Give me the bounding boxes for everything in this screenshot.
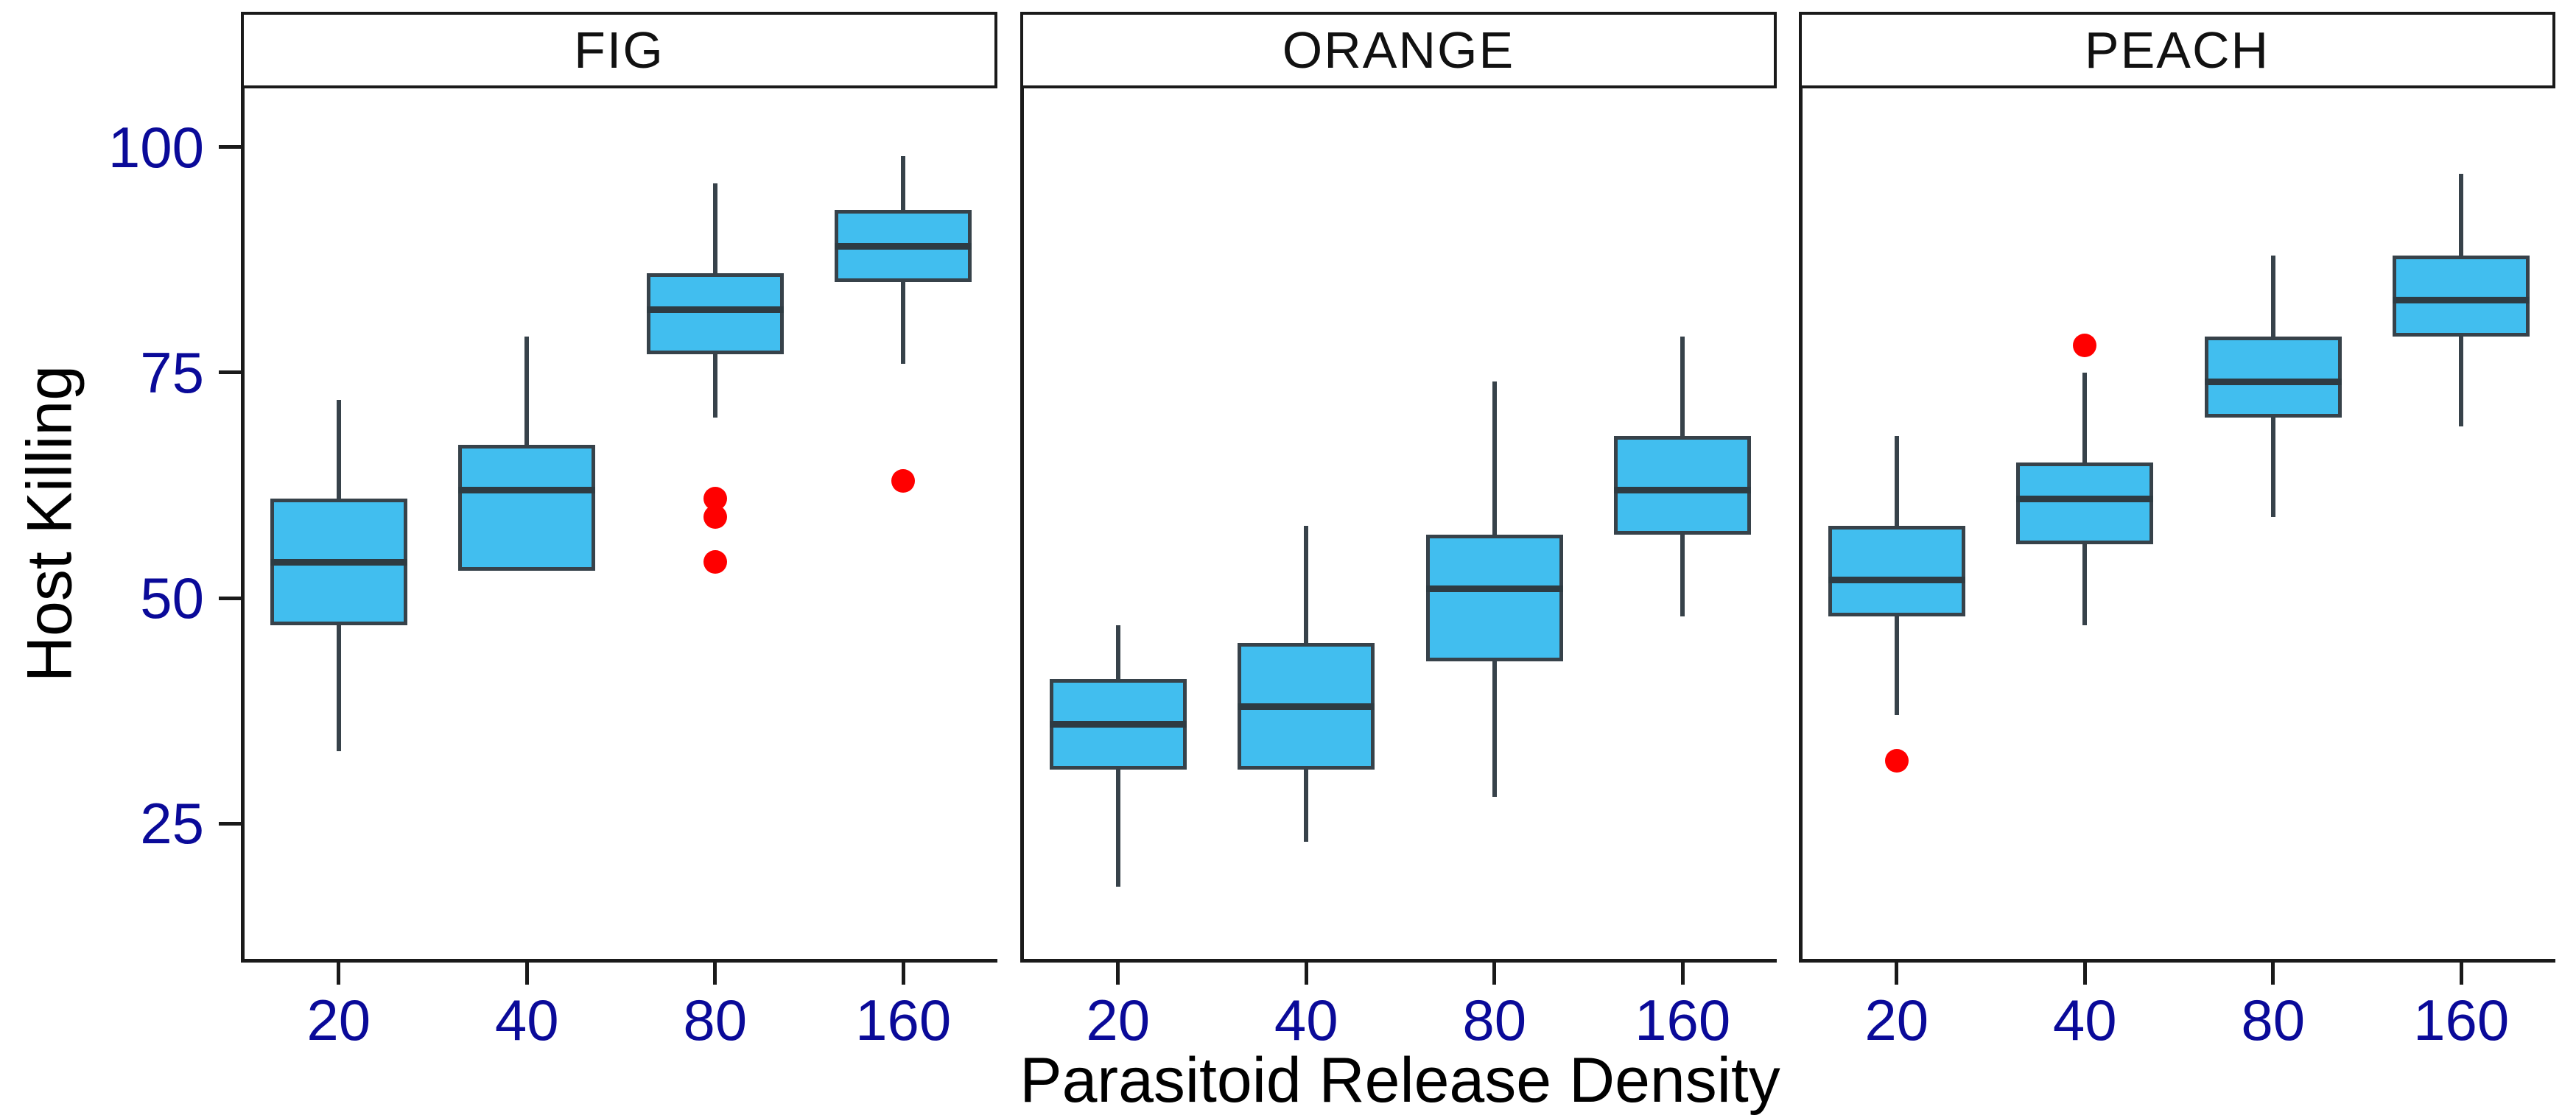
median-line (1238, 703, 1375, 710)
x-tick-label: 160 (1635, 988, 1731, 1052)
lower-whisker (1894, 616, 1899, 716)
panel-left-axis-line (241, 88, 245, 963)
x-tick-label: 40 (494, 988, 559, 1052)
x-axis-title: Parasitoid Release Density (1019, 1045, 1780, 1115)
box (458, 444, 596, 571)
x-tick-mark (1116, 963, 1120, 985)
box (1614, 435, 1752, 535)
outlier-dot (1884, 748, 1909, 773)
x-tick-label: 80 (2241, 988, 2306, 1052)
outlier-dot (703, 504, 727, 529)
box (1828, 526, 1965, 616)
median-line (835, 242, 972, 250)
upper-whisker (1115, 625, 1120, 680)
lower-whisker (2270, 418, 2275, 517)
x-tick-label: 20 (306, 988, 371, 1052)
upper-whisker (1894, 435, 1899, 527)
x-tick-mark (2459, 963, 2463, 985)
median-line (1049, 721, 1187, 728)
upper-whisker (1304, 526, 1309, 644)
x-tick-mark (2271, 963, 2275, 985)
x-tick-mark (713, 963, 717, 985)
outlier-dot (2073, 334, 2097, 358)
x-tick-mark (1492, 963, 1497, 985)
x-tick-label: 40 (1274, 988, 1338, 1052)
median-line (646, 306, 784, 313)
y-tick-label: 75 (140, 340, 204, 405)
box (2204, 336, 2342, 418)
median-line (1614, 486, 1752, 493)
x-tick-mark (337, 963, 341, 985)
x-tick-mark (901, 963, 905, 985)
median-line (270, 558, 407, 566)
lower-whisker (336, 625, 341, 752)
x-tick-label: 160 (855, 988, 952, 1052)
median-line (2393, 297, 2530, 304)
y-tick-label: 50 (140, 566, 204, 631)
lower-whisker (2082, 544, 2088, 625)
strip-label: FIG (574, 21, 664, 79)
y-tick-label: 100 (108, 114, 204, 180)
outlier-dot (703, 550, 727, 574)
facet-strip: FIG (241, 12, 997, 88)
box (2016, 462, 2154, 544)
x-tick-mark (2082, 963, 2087, 985)
strip-label: ORANGE (1282, 21, 1515, 79)
box (646, 273, 784, 355)
upper-whisker (712, 183, 717, 274)
box (1425, 535, 1563, 661)
box (2393, 255, 2530, 337)
facet-strip: PEACH (1799, 12, 2555, 88)
outlier-dot (891, 468, 916, 493)
facet-strip: ORANGE (1020, 12, 1777, 88)
y-tick-mark (219, 145, 241, 150)
x-tick-mark (524, 963, 529, 985)
x-tick-label: 40 (2052, 988, 2117, 1052)
x-tick-mark (1680, 963, 1685, 985)
x-tick-mark (1304, 963, 1308, 985)
median-line (2016, 495, 2154, 502)
lower-whisker (901, 282, 906, 364)
upper-whisker (2459, 174, 2464, 256)
upper-whisker (2082, 372, 2088, 463)
upper-whisker (901, 155, 906, 211)
x-tick-label: 20 (1864, 988, 1929, 1052)
y-tick-mark (219, 821, 241, 826)
lower-whisker (2459, 336, 2464, 427)
y-tick-mark (219, 370, 241, 375)
median-line (2204, 378, 2342, 385)
strip-label: PEACH (2084, 21, 2270, 79)
upper-whisker (524, 336, 530, 445)
y-axis-title: Host Killing (14, 365, 85, 683)
x-tick-label: 80 (1462, 988, 1527, 1052)
x-tick-label: 80 (683, 988, 748, 1052)
lower-whisker (1680, 535, 1685, 616)
upper-whisker (336, 399, 341, 499)
panel-left-axis-line (1020, 88, 1024, 963)
lower-whisker (1492, 661, 1497, 797)
upper-whisker (1680, 336, 1685, 436)
panel-bottom-axis-line (1799, 959, 2555, 963)
y-tick-label: 25 (140, 791, 204, 857)
panel-left-axis-line (1799, 88, 1803, 963)
lower-whisker (1304, 769, 1309, 842)
x-tick-label: 20 (1086, 988, 1151, 1052)
upper-whisker (2270, 255, 2275, 337)
median-line (458, 486, 596, 493)
panel-bottom-axis-line (1020, 959, 1777, 963)
lower-whisker (1115, 769, 1120, 887)
median-line (1425, 585, 1563, 593)
x-tick-label: 160 (2413, 988, 2510, 1052)
x-tick-mark (1895, 963, 1899, 985)
panel-bottom-axis-line (241, 959, 997, 963)
lower-whisker (712, 354, 717, 418)
y-tick-mark (219, 596, 241, 600)
median-line (1828, 577, 1965, 584)
upper-whisker (1492, 381, 1497, 535)
